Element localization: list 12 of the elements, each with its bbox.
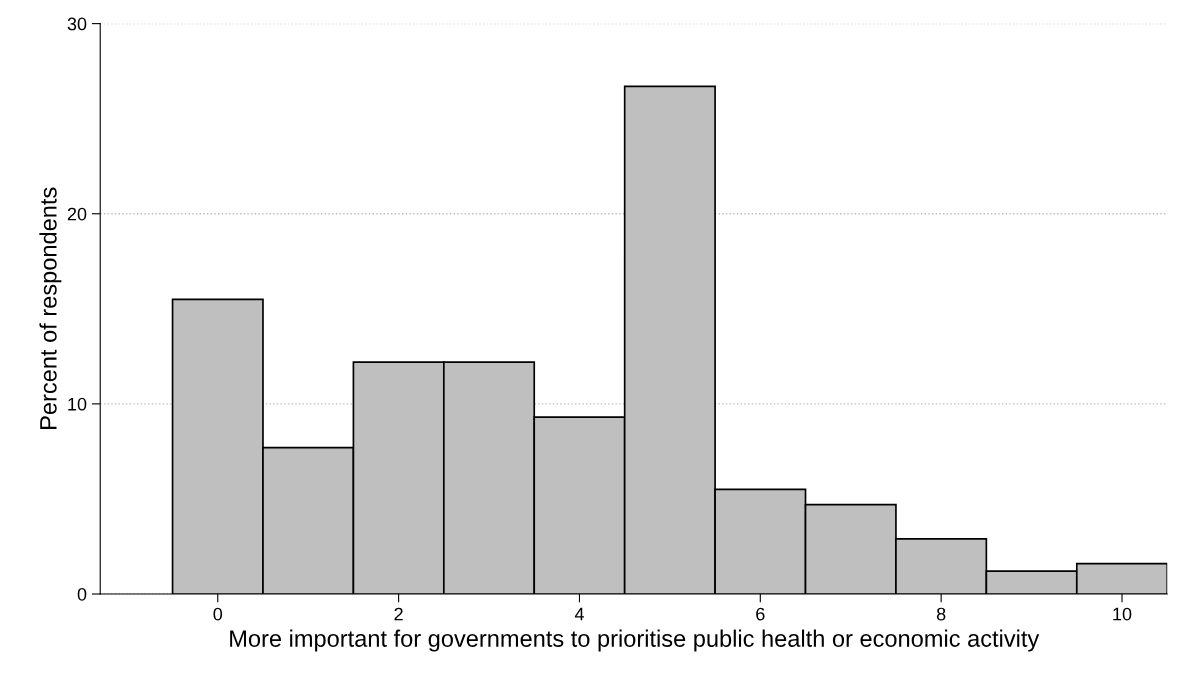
- x-tick-label: 0: [213, 607, 223, 621]
- y-tick-label: 0: [77, 587, 87, 601]
- y-axis-title: Percent of respondents: [39, 187, 62, 429]
- x-tick-label: 10: [1113, 607, 1132, 621]
- x-tick-label: 6: [756, 607, 765, 621]
- x-tick-label: 2: [394, 607, 403, 621]
- x-tick-label: 4: [574, 607, 584, 621]
- y-tick-label: 20: [67, 207, 87, 221]
- x-axis-title: More important for governments to prioritise public health or economic activity: [230, 629, 1040, 652]
- y-tick-label: 10: [68, 397, 87, 411]
- x-tick-label: 8: [936, 607, 946, 621]
- y-tick-label: 30: [67, 17, 87, 31]
